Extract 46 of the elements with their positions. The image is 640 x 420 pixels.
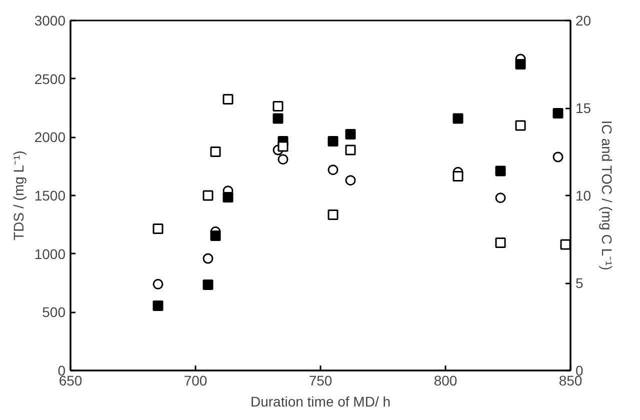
point [202,280,214,290]
point [222,94,234,104]
point [495,166,506,176]
point [210,230,221,241]
y-tick-label: 2500 [34,70,66,87]
point [345,129,356,140]
y-tick-label: 1500 [34,188,66,204]
point [515,120,526,131]
point [222,192,234,202]
point [202,253,214,264]
y2-tick-label: 10 [576,188,592,204]
point [452,113,464,124]
point [278,141,288,152]
point [495,238,506,248]
point [345,144,356,156]
point [452,171,464,182]
point [328,210,338,220]
point [272,101,284,112]
point [495,192,506,204]
point [278,154,288,165]
point [328,136,338,146]
y2-tick-label: 5 [576,275,584,291]
y-tick-label: 2000 [34,129,66,146]
y-tick-label: 500 [42,304,66,320]
x-axis-title: Duration time of MD/ h [250,394,391,410]
y2-axis-title: IC and TOC / (mg C L⁻¹) [599,120,616,270]
point [552,152,564,162]
point [152,300,164,311]
x-tick-label: 750 [308,372,332,388]
point [210,146,221,157]
y2-tick-label: 20 [576,12,592,28]
x-tick-label: 800 [434,372,458,388]
point [202,190,214,201]
y-axis-title: TDS / (mg L⁻¹) [10,150,26,240]
point [328,164,338,176]
point [515,59,526,70]
x-tick-label: 700 [184,372,208,388]
y-tick-label: 1000 [34,246,66,262]
point [345,175,356,186]
point [272,113,284,124]
y2-tick-label: 15 [576,100,592,116]
point [152,278,164,290]
point [552,108,564,118]
point [152,224,164,234]
point [560,239,570,250]
y-tick-label: 3000 [34,12,66,28]
